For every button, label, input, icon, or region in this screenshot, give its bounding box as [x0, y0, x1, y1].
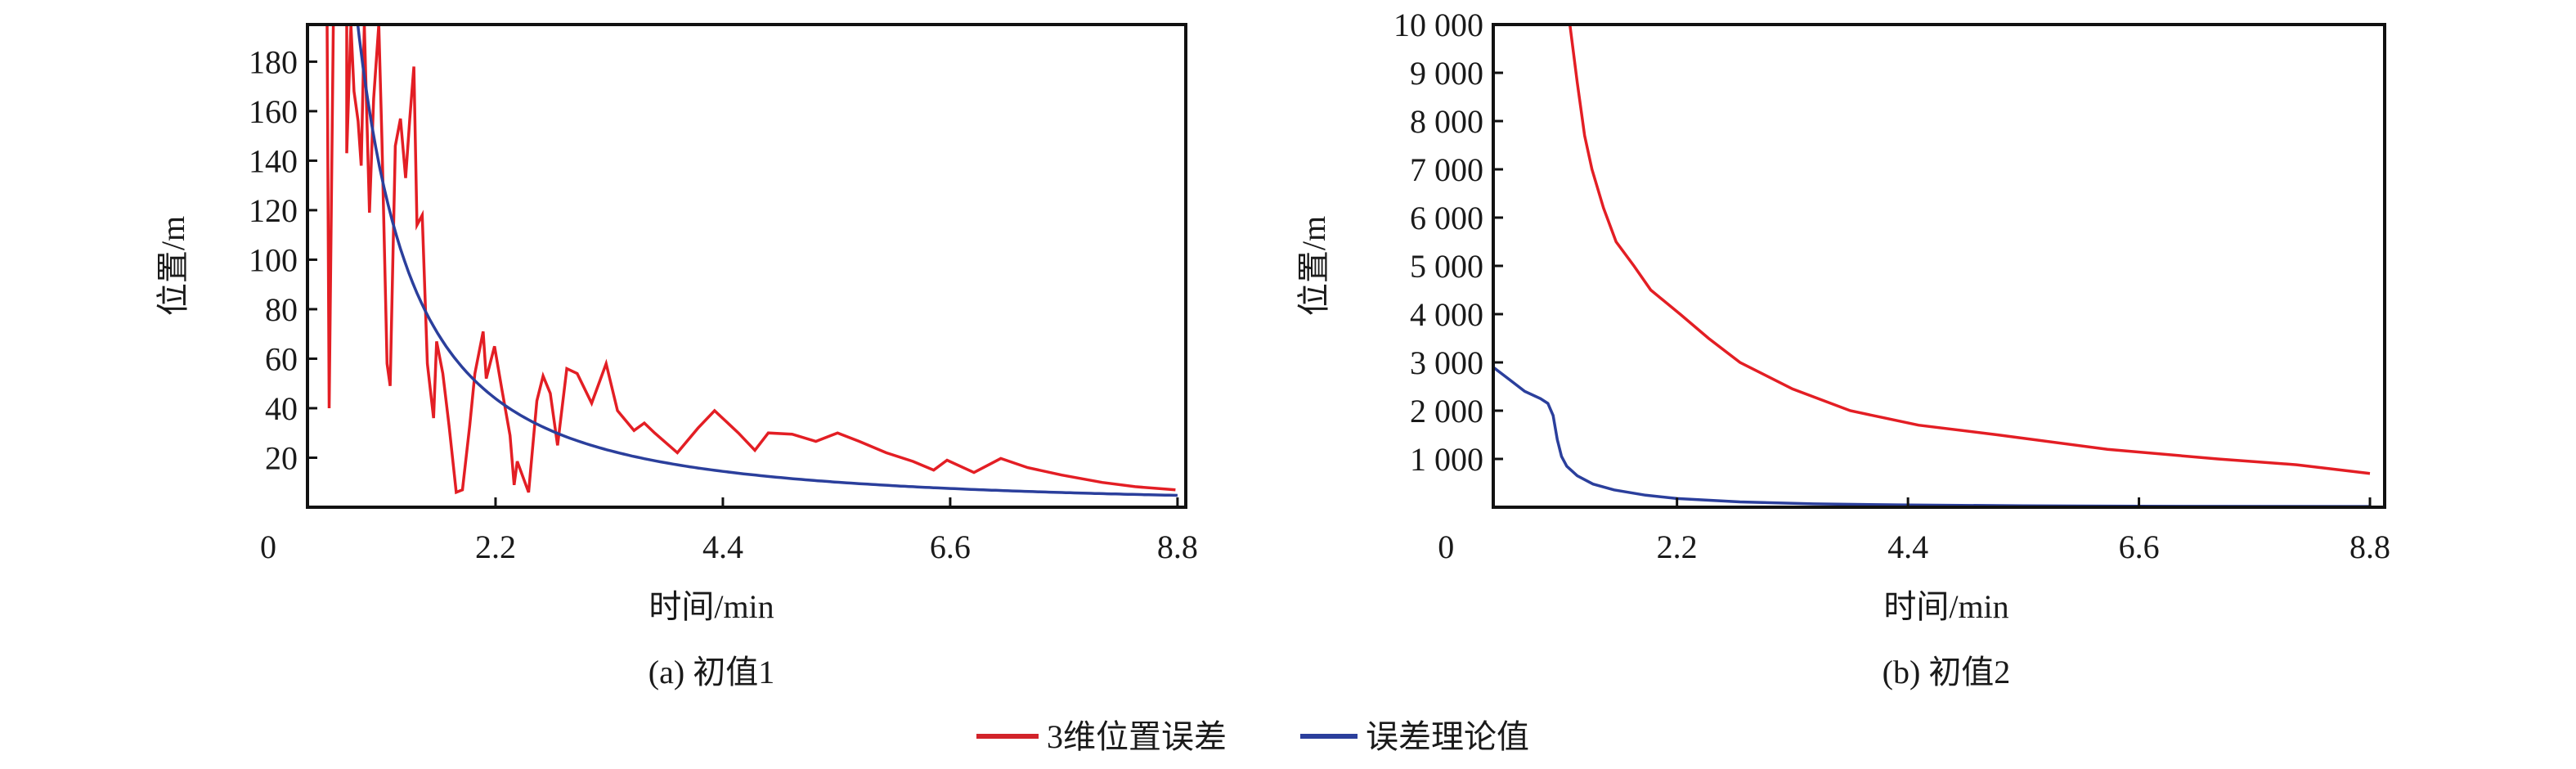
- y-tick-label: 140: [249, 142, 298, 179]
- y-tick-label: 5 000: [1410, 248, 1483, 285]
- y-tick-label: 8 000: [1410, 103, 1483, 140]
- x-tick-label: 6.6: [930, 528, 971, 565]
- series-line-theory: [1493, 366, 2371, 507]
- plot-frame: [1492, 23, 2386, 509]
- x-tick-label: 6.6: [2119, 528, 2160, 565]
- legend-label-3d-error: 3维位置误差: [1047, 718, 1227, 755]
- series-line-3d-error: [1568, 25, 2371, 475]
- x-tick-label: 4.4: [1887, 528, 1928, 565]
- y-tick-label: 1 000: [1410, 441, 1483, 478]
- y-tick-label: 4 000: [1410, 296, 1483, 333]
- y-tick-label: 6 000: [1410, 200, 1483, 236]
- y-axis-label: 位置/m: [155, 216, 191, 316]
- chart-panel-a: 0 2.2 4.4 6.6 8.8 20 40 60 80 100 120 140 160 180 位置/m…: [155, 23, 1198, 690]
- y-tick-label: 40: [265, 390, 298, 427]
- x-tick-label: 2.2: [1657, 528, 1698, 565]
- panel-caption: (a) 初值1: [648, 654, 774, 690]
- y-tick-label: 10 000: [1393, 7, 1483, 43]
- x-tick-label: 0: [260, 528, 276, 565]
- series-line-3d-error: [325, 25, 1176, 495]
- x-axis-label: 时间/min: [1883, 588, 2008, 625]
- y-tick-label: 180: [249, 43, 298, 80]
- y-tick-label: 9 000: [1410, 55, 1483, 92]
- legend: 3维位置误差 误差理论值: [976, 718, 1529, 755]
- y-tick-label: 100: [249, 241, 298, 278]
- chart-panel-b: 0 2.2 4.4 6.6 8.8 1 000 2 000 3 000 4 000 5 000 6 …: [1295, 7, 2390, 690]
- y-tick-label: 20: [265, 439, 298, 476]
- x-tick-label: 4.4: [702, 528, 743, 565]
- x-tick-label: 0: [1438, 528, 1454, 565]
- panel-caption: (b) 初值2: [1883, 654, 2011, 690]
- series-line-theory: [356, 25, 1178, 497]
- y-tick-label: 2 000: [1410, 393, 1483, 429]
- plot-frame: [306, 23, 1187, 509]
- x-tick-label: 8.8: [2349, 528, 2390, 565]
- y-tick-label: 3 000: [1410, 344, 1483, 381]
- y-tick-label: 80: [265, 291, 298, 328]
- y-tick-label: 60: [265, 340, 298, 377]
- x-tick-label: 8.8: [1157, 528, 1198, 565]
- x-tick-label: 2.2: [475, 528, 516, 565]
- x-axis-label: 时间/min: [648, 588, 774, 625]
- legend-label-theory: 误差理论值: [1366, 718, 1529, 755]
- y-tick-label: 160: [249, 93, 298, 130]
- y-tick-label: 7 000: [1410, 151, 1483, 188]
- y-axis-label: 位置/m: [1295, 216, 1332, 316]
- y-tick-label: 120: [249, 192, 298, 229]
